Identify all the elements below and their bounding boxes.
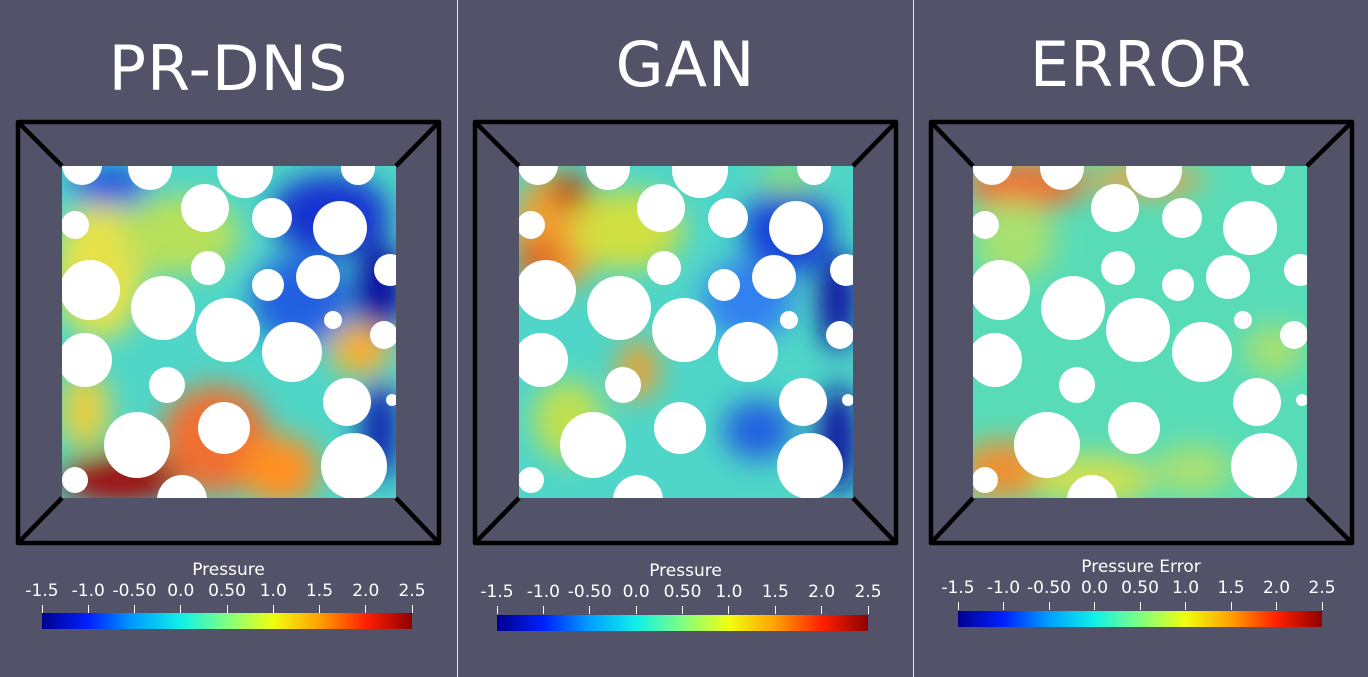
- panel-title: GAN: [615, 28, 756, 101]
- panel-pr-dns: PR-DNS: [0, 0, 457, 677]
- colorbar-title: Pressure: [649, 561, 722, 581]
- colorbar-tick-mark: [957, 602, 959, 610]
- colorbar-tick-mark: [635, 606, 637, 614]
- colorbar-tick-label: 1.5: [305, 581, 334, 601]
- colorbar-tick-label: 2.5: [398, 581, 426, 601]
- colorbar-tick-mark: [1003, 602, 1004, 610]
- colorbar-tick-mark: [41, 605, 43, 613]
- colorbar-tick-label: 1.5: [1217, 578, 1245, 598]
- pressure-field-view: [15, 119, 442, 546]
- colorbar-tick-mark: [87, 605, 89, 613]
- pressure-error-field-view: [928, 119, 1355, 546]
- colorbar-tick-label: -1.0: [71, 581, 105, 601]
- colorbar-title: Pressure: [192, 560, 265, 580]
- colorbar-tick-label: -0.50: [567, 582, 612, 602]
- colorbar-tick-label: 1.0: [1171, 578, 1200, 598]
- colorbar-tick-mark: [496, 606, 498, 614]
- colorbar-tick-label: 2.5: [1308, 578, 1336, 598]
- colorbar-tick-mark: [1276, 602, 1277, 610]
- colorbar-tick-label: -0.50: [112, 581, 157, 601]
- colorbar: [497, 615, 868, 631]
- colorbar-tick-mark: [589, 606, 591, 614]
- colorbar-tick-mark: [1094, 602, 1095, 610]
- colorbar-tick-label: 2.5: [854, 582, 882, 602]
- panel-error: ERROR: [914, 0, 1368, 677]
- colorbar-tick-label: -1.5: [480, 582, 514, 602]
- colorbar-tick-mark: [1230, 602, 1232, 610]
- colorbar-tick-label: 1.0: [715, 582, 743, 602]
- colorbar-tick-mark: [365, 605, 367, 613]
- colorbar-title: Pressure Error: [1081, 557, 1201, 577]
- colorbar-tick-label: 0.50: [663, 582, 702, 602]
- colorbar-tick-mark: [1321, 602, 1323, 610]
- colorbar-tick-mark: [1139, 602, 1141, 610]
- colorbar-tick-mark: [728, 606, 730, 614]
- colorbar: [958, 611, 1322, 627]
- colorbar-tick-mark: [226, 605, 228, 613]
- colorbar-tick-mark: [134, 605, 135, 613]
- colorbar-tick-mark: [774, 606, 776, 614]
- colorbar-tick-mark: [821, 606, 823, 614]
- colorbar-tick-mark: [1048, 602, 1050, 610]
- colorbar-tick-label: -1.0: [986, 578, 1021, 598]
- panel-title: PR-DNS: [108, 32, 349, 105]
- colorbar-tick-mark: [542, 606, 544, 614]
- colorbar-tick-label: -0.50: [1027, 578, 1071, 598]
- pressure-field-view: [472, 119, 899, 546]
- colorbar-tick-mark: [1185, 602, 1186, 610]
- colorbar: [42, 613, 412, 629]
- colorbar-tick-label: 0.0: [167, 581, 195, 601]
- colorbar-tick-label: -1.5: [941, 578, 975, 598]
- colorbar-tick-label: 2.0: [352, 581, 380, 601]
- colorbar-tick-mark: [682, 606, 683, 614]
- colorbar-tick-mark: [180, 605, 182, 613]
- colorbar-tick-label: -1.0: [526, 582, 560, 602]
- colorbar-tick-label: 0.0: [1080, 578, 1109, 598]
- colorbar-tick-label: 1.0: [259, 581, 287, 601]
- colorbar-tick-label: 1.5: [761, 582, 789, 602]
- colorbar-tick-label: 2.0: [808, 582, 836, 602]
- colorbar-tick-label: 0.50: [208, 581, 246, 601]
- colorbar-tick-mark: [411, 605, 413, 613]
- colorbar-tick-label: 2.0: [1262, 578, 1291, 598]
- panel-divider: [913, 0, 914, 677]
- colorbar-tick-mark: [272, 605, 274, 613]
- colorbar-tick-label: 0.50: [1121, 578, 1159, 598]
- colorbar-tick-mark: [867, 606, 869, 614]
- panel-title: ERROR: [1029, 28, 1253, 101]
- panel-gan: GAN: [458, 0, 913, 677]
- colorbar-tick-label: -1.5: [25, 581, 59, 601]
- panel-divider: [457, 0, 458, 677]
- colorbar-tick-mark: [319, 605, 320, 613]
- colorbar-tick-label: 0.0: [622, 582, 650, 602]
